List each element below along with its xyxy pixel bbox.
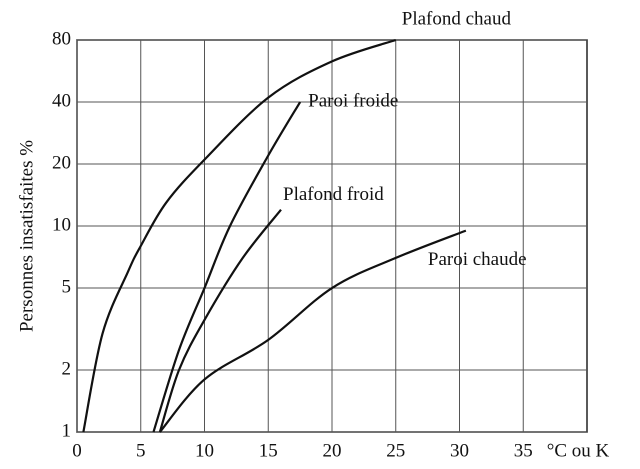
y-tick-label: 10 (52, 214, 71, 235)
curve (158, 209, 282, 433)
x-tick-label: 35 (514, 440, 533, 461)
y-tick-label: 20 (52, 152, 71, 173)
curve (159, 229, 467, 433)
x-tick-label: 5 (136, 440, 146, 461)
y-tick-label: 80 (52, 28, 71, 49)
curve (82, 38, 397, 433)
x-tick-label: 20 (323, 440, 342, 461)
x-tick-label: 15 (259, 440, 278, 461)
y-tick-label: 40 (52, 90, 71, 111)
series-label: Plafond froid (283, 184, 384, 205)
x-tick-label: 25 (386, 440, 405, 461)
curve (152, 101, 302, 433)
series-label: Plafond chaud (402, 8, 512, 29)
y-tick-label: 2 (62, 358, 72, 379)
y-tick-label: 5 (62, 276, 72, 297)
series-label: Paroi chaude (428, 249, 527, 270)
x-tick-label: 30 (450, 440, 469, 461)
y-axis-label: Personnes insatisfaites % (16, 140, 37, 332)
y-tick-label: 1 (62, 420, 72, 441)
x-axis-label: °C ou K (547, 440, 610, 461)
x-tick-label: 10 (195, 440, 214, 461)
series-label: Paroi froide (308, 90, 398, 111)
x-tick-label: 0 (72, 440, 82, 461)
